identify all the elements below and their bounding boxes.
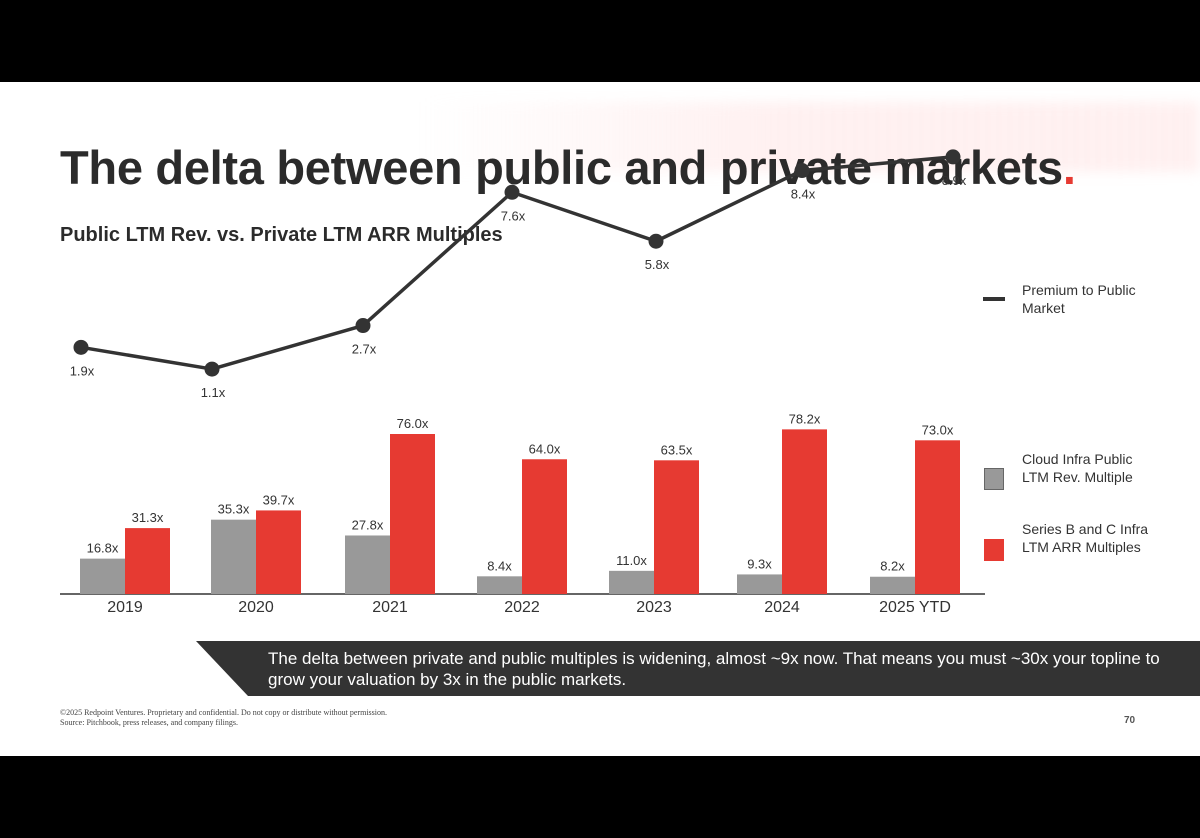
label-public-2022: 8.4x [487, 558, 512, 573]
premium-label-2025-ytd: 8.9x [942, 173, 967, 188]
premium-point-2022 [504, 184, 520, 200]
chart-subtitle: Public LTM Rev. vs. Private LTM ARR Mult… [60, 224, 503, 246]
premium-point-2024 [794, 163, 810, 179]
page-number: 70 [1124, 715, 1136, 726]
bar-public-2022 [477, 576, 522, 594]
footer-source: Source: Pitchbook, press releases, and c… [60, 718, 238, 727]
premium-label-2021: 2.7x [352, 342, 377, 357]
label-public-2024: 9.3x [747, 556, 772, 571]
bar-public-2023 [609, 570, 654, 594]
premium-point-2019 [73, 339, 89, 355]
premium-point-2023 [648, 233, 664, 249]
label-public-2023: 11.0x [616, 553, 647, 568]
premium-label-2023: 5.8x [645, 257, 670, 272]
bar-public-2024 [737, 574, 782, 594]
bar-public-2025-ytd [870, 576, 915, 594]
callout-text: The delta between private and public mul… [268, 649, 1160, 689]
label-public-2020: 35.3x [218, 502, 250, 517]
premium-point-2020 [204, 361, 220, 377]
bar-private-2024 [782, 429, 827, 594]
bar-private-2020 [256, 510, 301, 594]
legend-gray-swatch [984, 468, 1004, 490]
label-private-2019: 31.3x [132, 510, 164, 525]
bar-public-2021 [345, 535, 390, 594]
title-text: The delta between public and private mar… [60, 141, 1063, 194]
tick-label-2025-ytd: 2025 YTD [879, 599, 951, 616]
label-private-2021: 76.0x [397, 416, 429, 431]
label-public-2019: 16.8x [87, 541, 119, 556]
label-private-2023: 63.5x [661, 442, 693, 457]
premium-label-2024: 8.4x [791, 187, 816, 202]
bar-private-2021 [390, 434, 435, 594]
label-private-2024: 78.2x [789, 411, 821, 426]
tick-label-2019: 2019 [107, 599, 143, 616]
legend-red-swatch [984, 539, 1004, 561]
tick-label-2021: 2021 [372, 599, 408, 616]
bar-public-2019 [80, 558, 125, 594]
legend-public-label: Cloud Infra Public LTM Rev. Multiple [1022, 451, 1133, 485]
legend-private-label: Series B and C Infra LTM ARR Multiples [1022, 521, 1149, 555]
legend-line-swatch [983, 297, 1005, 301]
slide: The delta between public and private mar… [0, 82, 1200, 756]
bar-private-2023 [654, 460, 699, 594]
label-private-2022: 64.0x [529, 441, 561, 456]
bar-private-2022 [522, 459, 567, 594]
background-streak [420, 102, 1200, 172]
title-accent-dot: . [1062, 141, 1076, 194]
label-public-2021: 27.8x [352, 517, 384, 532]
footer: ©2025 Redpoint Ventures. Proprietary and… [60, 708, 387, 728]
bar-public-2020 [211, 519, 256, 594]
label-public-2025-ytd: 8.2x [880, 559, 905, 574]
premium-label-2020: 1.1x [201, 385, 226, 400]
bar-private-2025-ytd [915, 440, 960, 594]
tick-label-2022: 2022 [504, 599, 540, 616]
premium-label-2019: 1.9x [70, 363, 95, 378]
page-title: The delta between public and private mar… [60, 140, 1076, 195]
premium-point-2021 [355, 318, 371, 334]
premium-label-2022: 7.6x [501, 208, 526, 223]
chart: 16.8x 31.3x 2019 35.3x 39.7x 2020 27.8x 76.0x 20… [60, 149, 985, 616]
label-private-2025-ytd: 73.0x [922, 422, 954, 437]
tick-label-2020: 2020 [238, 599, 274, 616]
footer-copyright: ©2025 Redpoint Ventures. Proprietary and… [60, 708, 387, 717]
tick-label-2024: 2024 [764, 599, 800, 616]
label-private-2020: 39.7x [263, 492, 295, 507]
premium-point-2025-ytd [945, 149, 961, 165]
tick-label-2023: 2023 [636, 599, 672, 616]
callout-banner: The delta between private and public mul… [196, 641, 1200, 696]
legend-premium-label: Premium to Public Market [1022, 282, 1136, 316]
bar-private-2019 [125, 528, 170, 594]
